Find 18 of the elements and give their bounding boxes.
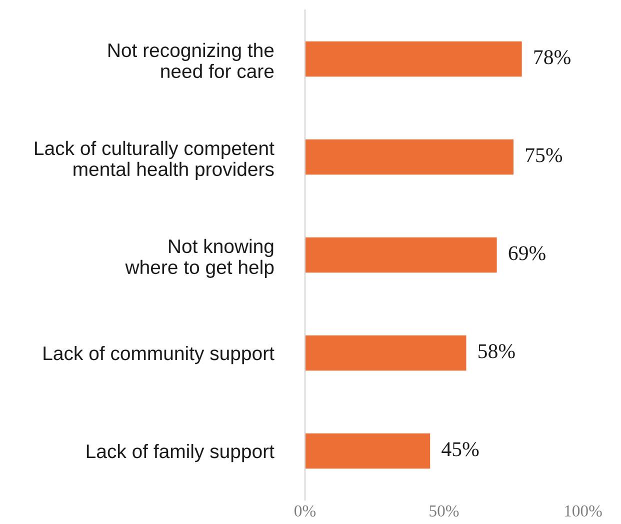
- y-tick-label: Not recognizing the need for care: [108, 42, 274, 78]
- bar: [305, 237, 497, 273]
- data-label: 75%: [526, 148, 562, 162]
- bar: [305, 139, 514, 175]
- bar: [305, 41, 522, 77]
- data-label: 69%: [508, 246, 546, 260]
- bar: [305, 335, 466, 371]
- data-label: 45%: [442, 442, 479, 456]
- x-tick-label: 0%: [294, 505, 316, 517]
- y-tick-label: Lack of community support: [44, 346, 274, 364]
- x-tick-label: 50%: [430, 505, 459, 517]
- data-label: 78%: [534, 50, 570, 64]
- data-label: 58%: [478, 344, 515, 358]
- y-tick-label: Not knowing where to get help: [125, 238, 274, 278]
- y-tick-label: Lack of family support: [86, 444, 274, 462]
- y-tick-label: Lack of culturally competent mental health providers: [35, 140, 274, 180]
- x-tick-label: 100%: [565, 505, 602, 517]
- bar: [305, 433, 430, 469]
